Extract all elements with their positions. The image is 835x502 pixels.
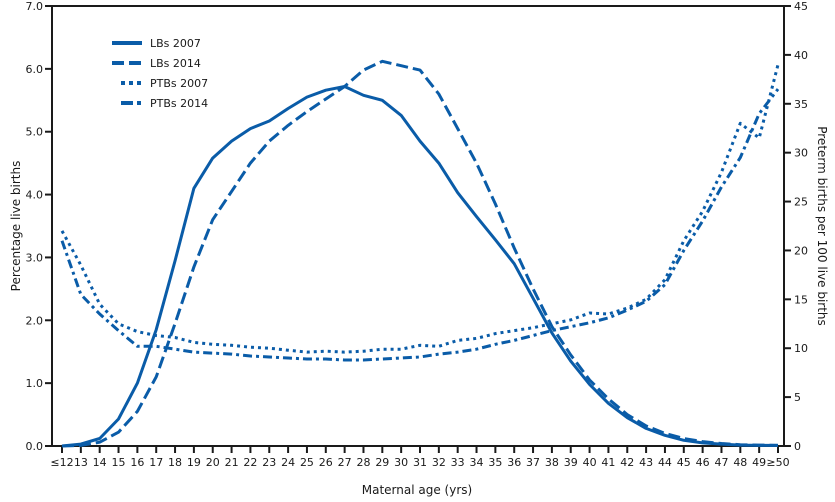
x-tick-label: 34 — [470, 456, 484, 469]
series-layer — [60, 59, 780, 448]
left-tick-label: 7.0 — [26, 0, 44, 13]
x-tick-label: 44 — [658, 456, 672, 469]
x-tick-label: 14 — [93, 456, 107, 469]
x-tick-label: 41 — [601, 456, 615, 469]
x-tick-label: 20 — [206, 456, 220, 469]
x-tick-label: 30 — [394, 456, 408, 469]
series-line-lbs-2007 — [61, 85, 778, 448]
right-tick-label: 30 — [794, 147, 808, 160]
x-tick-label: 19 — [187, 456, 201, 469]
x-tick-label: 36 — [507, 456, 521, 469]
x-tick-label: 40 — [583, 456, 597, 469]
x-tick-label: 38 — [545, 456, 559, 469]
x-tick-label: ≤12 — [50, 456, 73, 469]
x-axis-title: Maternal age (yrs) — [362, 483, 472, 497]
x-tick-label: 25 — [300, 456, 314, 469]
x-tick-label: 32 — [432, 456, 446, 469]
x-tick-label: 48 — [733, 456, 747, 469]
x-tick-label: 22 — [243, 456, 257, 469]
left-tick-label: 1.0 — [26, 377, 44, 390]
right-tick-label: 15 — [794, 293, 808, 306]
x-tick-label: 28 — [356, 456, 370, 469]
right-tick-label: 5 — [794, 391, 801, 404]
x-tick-label: 21 — [225, 456, 239, 469]
x-tick-label: 15 — [112, 456, 126, 469]
legend-label: LBs 2014 — [150, 57, 201, 70]
x-tick-label: 24 — [281, 456, 295, 469]
x-tick-label: 47 — [714, 456, 728, 469]
left-tick-label: 6.0 — [26, 63, 44, 76]
x-axis-ticks: ≤12 13 14 15 16 17 18 19 20 21 22 23 24 25 26 27 28 29 30 3… — [50, 446, 790, 469]
x-tick-label: 43 — [639, 456, 653, 469]
x-tick-label: 29 — [375, 456, 389, 469]
right-axis-title: Preterm births per 100 live births — [815, 126, 829, 326]
right-tick-label: 25 — [794, 196, 808, 209]
left-tick-label: 2.0 — [26, 314, 44, 327]
x-tick-label: 39 — [564, 456, 578, 469]
x-tick-label: 18 — [168, 456, 182, 469]
x-tick-label: 45 — [677, 456, 691, 469]
right-tick-label: 20 — [794, 244, 808, 257]
legend-label: PTBs 2014 — [150, 97, 208, 110]
left-tick-label: 3.0 — [26, 251, 44, 264]
left-tick-label: 5.0 — [26, 126, 44, 139]
x-tick-label: 17 — [149, 456, 163, 469]
right-axis-ticks: 0 5 10 15 20 25 30 35 40 45 — [784, 0, 808, 453]
x-tick-label: 26 — [319, 456, 333, 469]
right-tick-label: 35 — [794, 98, 808, 111]
x-tick-label: 13 — [74, 456, 88, 469]
x-tick-label: 42 — [620, 456, 634, 469]
legend-label: PTBs 2007 — [150, 77, 208, 90]
x-tick-label: 33 — [451, 456, 465, 469]
right-tick-label: 45 — [794, 0, 808, 13]
right-tick-label: 0 — [794, 440, 801, 453]
series-line-lbs-2014 — [61, 59, 779, 448]
legend: LBs 2007 LBs 2014 PTBs 2007 PTBs 2014 — [112, 37, 208, 110]
plot-frame — [51, 5, 785, 447]
x-tick-label: 37 — [526, 456, 540, 469]
left-axis-ticks: 0.0 1.0 2.0 3.0 4.0 5.0 6.0 7.0 — [26, 0, 52, 453]
x-tick-label: 27 — [338, 456, 352, 469]
right-tick-label: 10 — [794, 342, 808, 355]
left-tick-label: 0.0 — [26, 440, 44, 453]
left-axis-title: Percentage live births — [9, 161, 23, 292]
x-tick-label: 23 — [262, 456, 276, 469]
x-tick-label: 49 — [752, 456, 766, 469]
x-tick-label: 31 — [413, 456, 427, 469]
x-tick-label: 16 — [130, 456, 144, 469]
series-line-ptbs-2014 — [60, 88, 780, 362]
right-tick-label: 40 — [794, 49, 808, 62]
x-tick-label: 46 — [696, 456, 710, 469]
x-tick-label: 35 — [488, 456, 502, 469]
series-line-ptbs-2007 — [60, 64, 780, 354]
x-tick-label: ≥50 — [766, 456, 789, 469]
left-tick-label: 4.0 — [26, 189, 44, 202]
legend-label: LBs 2007 — [150, 37, 201, 50]
